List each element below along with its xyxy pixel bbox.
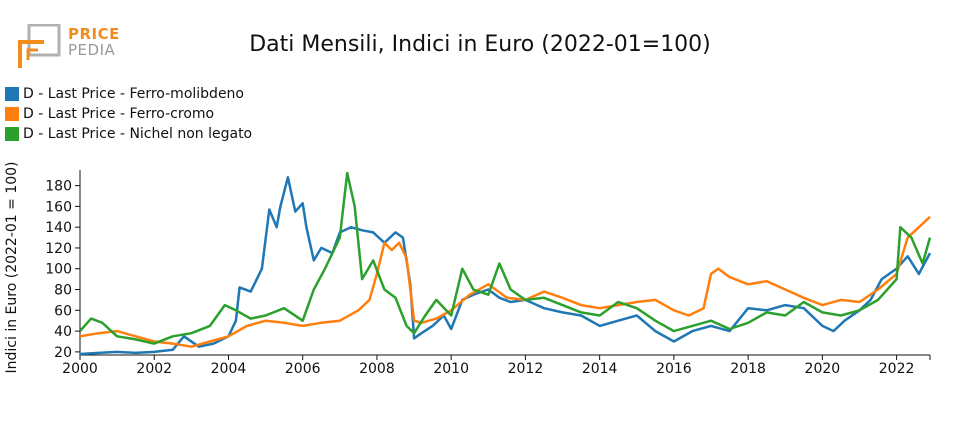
legend-item-nichel[interactable]: D - Last Price - Nichel non legato	[5, 124, 252, 144]
logo-text-line2: PEDIA	[68, 41, 116, 59]
x-tick-label: 2002	[136, 361, 172, 377]
legend-item-ferro-cromo[interactable]: D - Last Price - Ferro-cromo	[5, 104, 252, 124]
logo-text: PRICE PEDIA	[68, 26, 120, 58]
logo-text-line1: PRICE	[68, 25, 120, 43]
x-tick-label: 2008	[359, 361, 395, 377]
legend: D - Last Price - Ferro-molibdeno D - Las…	[5, 84, 252, 144]
x-tick-label: 2014	[582, 361, 618, 377]
y-tick-label: 160	[45, 199, 72, 215]
x-tick-label: 2004	[211, 361, 247, 377]
legend-label-nichel: D - Last Price - Nichel non legato	[23, 126, 253, 142]
y-tick-label: 180	[45, 179, 72, 195]
series-line-ferro-cromo	[79, 215, 931, 348]
y-tick-label: 60	[54, 303, 72, 319]
legend-swatch-nichel	[5, 127, 19, 141]
x-tick-label: 2020	[805, 361, 841, 377]
y-tick-label: 20	[54, 345, 72, 361]
legend-swatch-ferro-molibdeno	[5, 87, 19, 101]
y-tick-label: 80	[54, 283, 72, 299]
chart-lines	[79, 171, 932, 356]
y-tick-label: 100	[45, 262, 72, 278]
legend-swatch-ferro-cromo	[5, 107, 19, 121]
y-tick-label: 120	[45, 241, 72, 257]
chart-axes: 20 40 60 80 100 120 140 160 180 2000 2002 2004 2006 2…	[45, 170, 931, 377]
chart-title: Dati Mensili, Indici in Euro (2022-01=10…	[249, 32, 711, 57]
y-axis-label: Indici in Euro (2022-01 = 100)	[4, 162, 20, 374]
series-line-ferro-molibdeno	[79, 176, 932, 356]
x-tick-label: 2022	[879, 361, 915, 377]
x-tick-label: 2012	[508, 361, 544, 377]
x-tick-label: 2010	[433, 361, 469, 377]
x-tick-label: 2000	[62, 361, 98, 377]
legend-label-ferro-cromo: D - Last Price - Ferro-cromo	[23, 106, 215, 122]
x-tick-label: 2016	[656, 361, 692, 377]
logo-mark-icon	[18, 23, 61, 68]
series-line-nichel	[79, 171, 932, 345]
x-tick-label: 2006	[285, 361, 321, 377]
legend-item-ferro-molibdeno[interactable]: D - Last Price - Ferro-molibdeno	[5, 84, 252, 104]
y-tick-label: 140	[45, 220, 72, 236]
legend-label-ferro-molibdeno: D - Last Price - Ferro-molibdeno	[23, 86, 244, 102]
y-tick-label: 40	[54, 324, 72, 340]
x-tick-label: 2018	[730, 361, 766, 377]
pricepedia-logo	[18, 23, 128, 74]
